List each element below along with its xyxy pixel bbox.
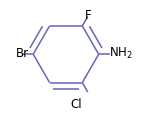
Text: F: F [85,9,92,22]
Text: Cl: Cl [70,97,82,110]
Text: Br: Br [16,47,29,60]
Text: NH$_2$: NH$_2$ [108,46,132,61]
